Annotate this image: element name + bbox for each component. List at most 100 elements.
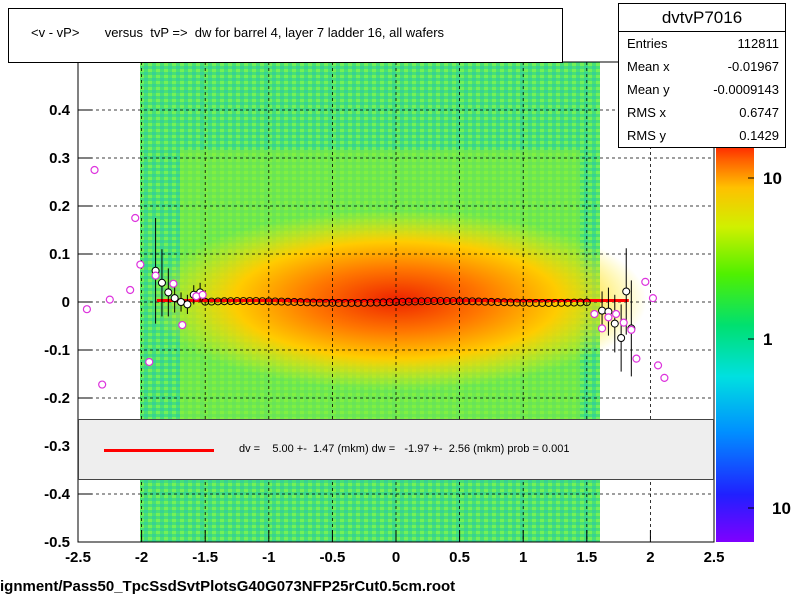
profile-point-magenta (98, 380, 107, 389)
profile-point-magenta (178, 320, 187, 330)
profile-point-magenta (619, 318, 628, 327)
profile-point-magenta (660, 373, 669, 382)
profile-point (538, 299, 547, 307)
profile-point (493, 298, 502, 307)
profile-point (309, 298, 318, 307)
profile-point (347, 298, 356, 307)
profile-point (220, 297, 229, 306)
profile-point-magenta (131, 213, 140, 223)
profile-point (283, 297, 292, 306)
stats-key: Mean x (627, 59, 670, 74)
profile-point (233, 297, 241, 306)
colorbar-label: 10 (772, 499, 791, 518)
stats-key: Entries (627, 36, 668, 51)
profile-point (563, 298, 572, 307)
profile-point-black (598, 306, 607, 315)
profile-point (353, 298, 362, 307)
profile-point (506, 298, 515, 307)
profile-point-magenta (597, 324, 607, 333)
profile-point-black (622, 287, 631, 296)
profile-point-magenta (611, 309, 621, 319)
profile-point (201, 297, 210, 306)
title-box: <v - vP> versus tvP => dw for barrel 4, … (8, 8, 563, 63)
profile-point (423, 297, 432, 306)
profile-point-black (157, 278, 166, 287)
y-tick-label: -0.2 (44, 390, 70, 407)
fit-result-text: dv = 5.00 +- 1.47 (mkm) dw = -1.97 +- 2.… (239, 443, 570, 455)
profile-point (258, 297, 267, 306)
profile-point (417, 297, 426, 306)
x-tick-label: 0.5 (449, 549, 470, 566)
stats-divider (619, 31, 785, 32)
profile-point (455, 297, 464, 306)
profile-point (239, 297, 248, 305)
profile-point (576, 298, 585, 307)
profile-point (303, 298, 311, 307)
profile-point (315, 298, 324, 307)
profile-point (500, 298, 509, 307)
profile-point (207, 297, 216, 306)
data-marks (82, 165, 669, 389)
x-tick-label: -0.5 (319, 549, 345, 566)
axes: -2.5 -2 -1.5 -1 -0.5 0 0.5 1 1.5 2 2.5 -0.5 -0.4 -0.3… (44, 102, 724, 566)
profile-point (322, 298, 330, 307)
y-tick-label: -0.5 (44, 534, 70, 551)
profile-point-black (610, 319, 619, 328)
y-tick-label: 0.4 (49, 102, 71, 119)
profile-point (411, 297, 420, 306)
x-tick-label: -2.5 (65, 549, 91, 566)
stats-value: 0.1429 (739, 128, 779, 143)
profile-point (442, 297, 451, 305)
profile-point-magenta (126, 285, 135, 295)
profile-point (436, 297, 445, 306)
stats-value: 0.6747 (739, 105, 779, 120)
y-tick-label: 0.2 (49, 198, 70, 215)
colorbar-gradient (716, 148, 754, 542)
x-tick-label: -1.5 (192, 549, 218, 566)
profile-point-magenta (169, 279, 178, 288)
profile-point (290, 297, 299, 306)
profile-point (474, 297, 483, 306)
profile-point (379, 298, 388, 307)
x-tick-label: 1.5 (576, 549, 597, 566)
y-tick-label: -0.3 (44, 438, 70, 455)
profile-point (366, 298, 375, 307)
profile-point-magenta (151, 271, 160, 280)
profile-point-magenta (105, 295, 114, 304)
profile-point-black (170, 294, 179, 303)
chart-title: <v - vP> versus tvP => dw for barrel 4, … (31, 25, 445, 40)
profile-point-magenta (198, 290, 207, 299)
profile-point (328, 298, 337, 307)
stats-key: RMS y (627, 128, 666, 143)
profile-point (487, 297, 496, 306)
y-tick-label: 0 (62, 294, 70, 311)
profile-point-magenta (604, 313, 613, 322)
profile-point (296, 298, 305, 307)
profile-point (271, 297, 280, 306)
x-tick-label: 0 (392, 549, 400, 566)
profile-point-black (164, 288, 173, 297)
profile-point (430, 297, 439, 306)
profile-point (213, 297, 222, 306)
profile-point (582, 298, 591, 307)
y-tick-label: 0.1 (49, 246, 70, 263)
profile-point-magenta (590, 309, 599, 319)
profile-point (385, 298, 394, 307)
profile-point (392, 298, 400, 306)
profile-point (334, 298, 343, 307)
profile-point (449, 297, 458, 306)
stats-value: -0.01967 (727, 59, 779, 74)
x-tick-label: 2.5 (704, 549, 725, 566)
stats-value: -0.0009143 (713, 82, 779, 97)
x-tick-label: 2 (646, 549, 654, 566)
colorbar-label: 10 (763, 169, 782, 188)
profile-point (570, 298, 579, 307)
stats-key: Mean y (627, 82, 670, 97)
profile-point (341, 299, 350, 307)
profile-point (481, 297, 489, 306)
footer-filename: ignment/Pass50_TpcSsdSvtPlotsG40G073NFP2… (0, 578, 456, 595)
profile-point (245, 297, 254, 305)
stats-box: dvtvP7016 Entries 112811 Mean x -0.01967… (618, 3, 786, 148)
profile-point (512, 298, 521, 307)
